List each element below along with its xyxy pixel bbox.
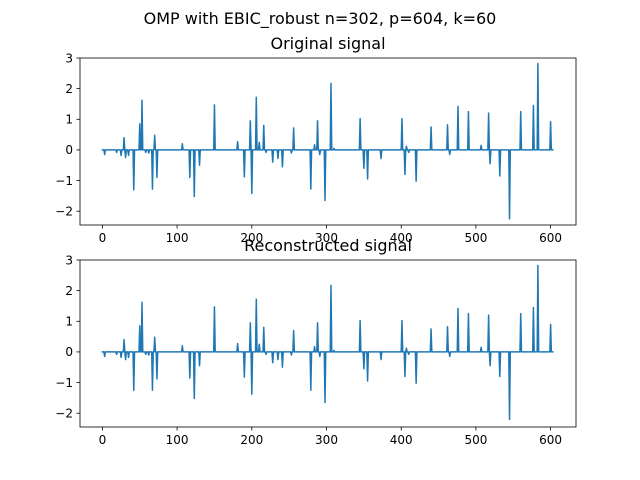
x-tick-label: 200: [240, 433, 263, 447]
x-tick-label: 500: [464, 231, 487, 245]
x-tick-label: 0: [99, 231, 107, 245]
y-tick-label: −1: [55, 174, 73, 188]
subplot-title-reconstructed: Reconstructed signal: [244, 236, 412, 255]
x-tick-label: 300: [315, 433, 338, 447]
x-tick-label: 400: [390, 433, 413, 447]
y-tick-label: 3: [65, 51, 73, 65]
y-tick-label: 0: [65, 345, 73, 359]
x-tick-label: 600: [539, 231, 562, 245]
plot-area-original: 0 100 200 300 400 500 600 −2 −1 0 1 2 3: [55, 51, 577, 245]
y-tick-label: −1: [55, 376, 73, 390]
y-tick-label: −2: [55, 205, 73, 219]
x-tick-label: 600: [539, 433, 562, 447]
y-tick-label: 2: [65, 284, 73, 298]
axes-frame: [79, 259, 577, 428]
subplot-title-original: Original signal: [270, 34, 385, 53]
axes-frame: [79, 57, 577, 226]
plot-area-reconstructed: 0 100 200 300 400 500 600 −2 −1 0 1 2 3: [55, 253, 577, 447]
subplot-reconstructed: Reconstructed signal 0 100 200 300 400 500 600…: [55, 236, 577, 447]
y-tick-label: 2: [65, 82, 73, 96]
x-tick-label: 100: [166, 231, 189, 245]
y-tick-label: 3: [65, 253, 73, 267]
signal-line: [101, 264, 554, 421]
x-tick-label: 500: [464, 433, 487, 447]
figure-suptitle: OMP with EBIC_robust n=302, p=604, k=60: [144, 9, 497, 29]
y-tick-label: −2: [55, 407, 73, 421]
subplot-original: Original signal 0 100 200 300 400 500 600−2−10…: [55, 34, 577, 245]
y-tick-label: 1: [65, 315, 73, 329]
x-tick-label: 0: [99, 433, 107, 447]
x-tick-label: 200: [240, 231, 263, 245]
y-tick-label: 0: [65, 143, 73, 157]
signal-line: [101, 62, 554, 220]
x-tick-label: 300: [315, 231, 338, 245]
x-tick-label: 100: [166, 433, 189, 447]
x-tick-label: 400: [390, 231, 413, 245]
y-tick-label: 1: [65, 113, 73, 127]
